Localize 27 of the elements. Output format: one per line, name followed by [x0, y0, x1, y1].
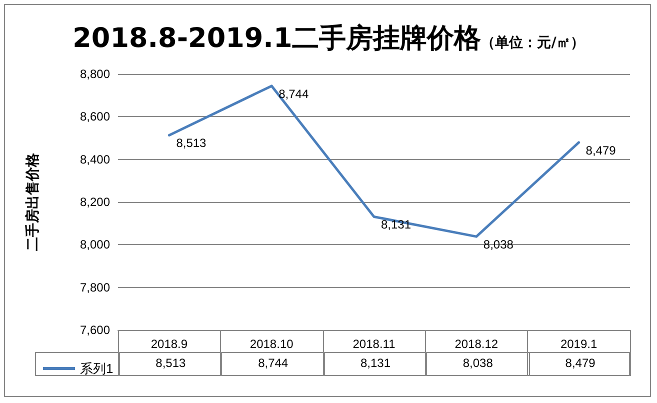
x-tick-label: 2019.1	[560, 337, 598, 351]
y-tick-label: 8,600	[80, 110, 110, 124]
y-tick-label: 8,400	[80, 152, 110, 166]
data-label: 8,038	[426, 352, 529, 375]
legend-label: 系列1	[80, 361, 114, 376]
data-label: 8,479	[528, 352, 631, 375]
y-tick-label: 8,800	[80, 67, 110, 81]
y-tick-label: 8,000	[80, 238, 110, 252]
y-tick-label: 8,200	[80, 195, 110, 209]
data-label: 8,744	[221, 352, 324, 375]
chart-subtitle: （单位：元/㎡）	[481, 35, 584, 51]
chart-title: 2018.8-2019.1二手房挂牌价格	[72, 23, 482, 54]
text: 8,479	[586, 143, 616, 158]
x-tick-label: 2018.11	[352, 337, 396, 351]
line-series	[168, 84, 580, 238]
y-tick-label: 7,800	[80, 280, 110, 294]
text: 8,513	[176, 136, 206, 150]
text: 8,131	[381, 218, 412, 232]
y-tick-label: 7,600	[80, 323, 110, 337]
text: 8,744	[278, 86, 309, 101]
text: 8,038	[483, 238, 514, 252]
x-tick-label: 2018.9	[150, 337, 188, 351]
y-axis-title: 二手房出售价格	[24, 152, 41, 251]
data-label: 8,513	[119, 352, 222, 375]
x-tick-label: 2018.10	[250, 337, 294, 351]
data-label: 8,131	[324, 352, 426, 375]
x-tick-label: 2018.12	[454, 337, 498, 351]
